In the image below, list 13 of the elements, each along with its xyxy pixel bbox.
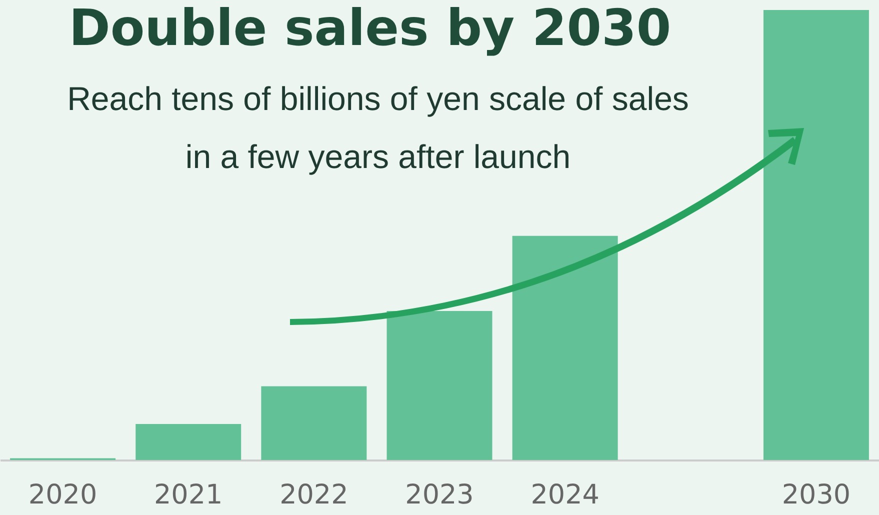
x-tick-label: 2030 — [782, 480, 851, 510]
bar — [261, 386, 367, 460]
chart-title: Double sales by 2030 — [68, 0, 672, 57]
bar — [763, 10, 869, 460]
bar — [512, 236, 618, 460]
x-tick-label: 2024 — [530, 480, 600, 510]
x-tick-label: 2022 — [280, 480, 348, 510]
bar — [386, 311, 492, 460]
x-tick-label: 2020 — [28, 480, 98, 510]
bar — [136, 424, 242, 460]
text: Reach tens of billions of yen scale of sales in a few years after launch — [67, 80, 689, 175]
x-tick-label: 2023 — [405, 480, 474, 510]
x-tick-label: 2021 — [154, 480, 223, 510]
